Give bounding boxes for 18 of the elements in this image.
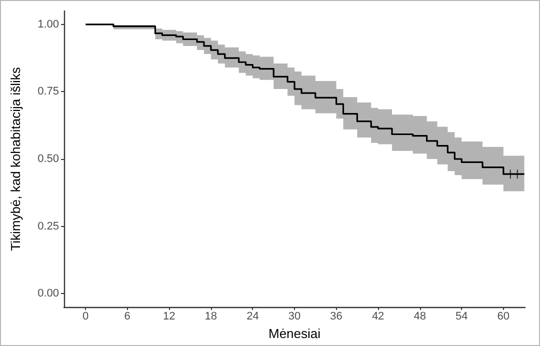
- x-tick-label: 6: [124, 310, 130, 322]
- x-tick-label: 54: [456, 310, 468, 322]
- x-tick-label: 60: [497, 310, 510, 322]
- x-tick-label: 42: [372, 310, 384, 322]
- x-tick-label: 24: [246, 310, 259, 322]
- y-tick-label: 0.75: [38, 86, 59, 98]
- y-tick-label: 0.25: [38, 220, 59, 232]
- x-tick-label: 12: [163, 310, 176, 322]
- x-tick-label: 18: [204, 310, 218, 322]
- y-axis-title: Tikimybė, kad kohabitacija išliks: [8, 66, 23, 251]
- x-tick-label: 0: [82, 310, 89, 322]
- y-tick-label: 0.50: [38, 153, 59, 165]
- x-tick-label: 36: [330, 310, 342, 322]
- x-tick-label: 48: [414, 310, 426, 322]
- y-tick-label: 0.00: [38, 288, 59, 300]
- x-tick-label: 30: [288, 310, 301, 322]
- y-tick-label: 1.00: [38, 18, 59, 30]
- x-axis-title: Mėnesiai: [268, 326, 321, 341]
